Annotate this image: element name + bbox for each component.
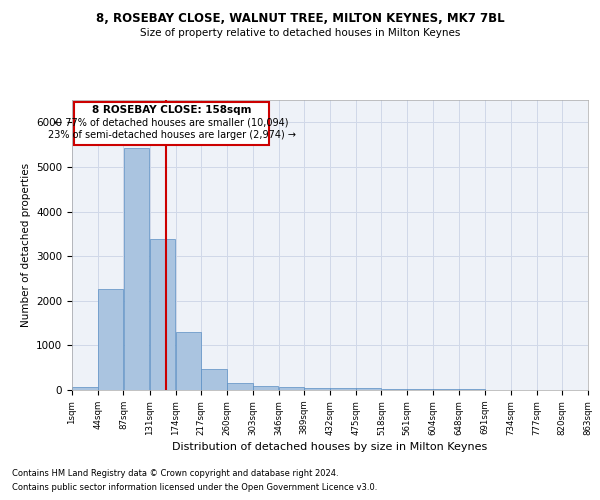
Bar [382, 388, 407, 390]
Bar [150, 239, 175, 390]
Bar [176, 332, 201, 390]
Bar [98, 288, 124, 390]
Bar [278, 386, 304, 390]
Bar [124, 148, 149, 390]
Text: 8, ROSEBAY CLOSE, WALNUT TREE, MILTON KEYNES, MK7 7BL: 8, ROSEBAY CLOSE, WALNUT TREE, MILTON KE… [95, 12, 505, 26]
Text: Contains public sector information licensed under the Open Government Licence v3: Contains public sector information licen… [12, 484, 377, 492]
Bar [304, 388, 330, 390]
Text: 8 ROSEBAY CLOSE: 158sqm: 8 ROSEBAY CLOSE: 158sqm [92, 106, 251, 116]
Text: 23% of semi-detached houses are larger (2,974) →: 23% of semi-detached houses are larger (… [47, 130, 296, 140]
Bar [253, 386, 278, 390]
Y-axis label: Number of detached properties: Number of detached properties [20, 163, 31, 327]
Text: Contains HM Land Registry data © Crown copyright and database right 2024.: Contains HM Land Registry data © Crown c… [12, 468, 338, 477]
Text: ← 77% of detached houses are smaller (10,094): ← 77% of detached houses are smaller (10… [55, 118, 289, 128]
X-axis label: Distribution of detached houses by size in Milton Keynes: Distribution of detached houses by size … [172, 442, 488, 452]
Bar [72, 387, 98, 390]
FancyBboxPatch shape [74, 102, 269, 144]
Bar [330, 388, 356, 390]
Bar [407, 389, 433, 390]
Text: Size of property relative to detached houses in Milton Keynes: Size of property relative to detached ho… [140, 28, 460, 38]
Bar [356, 388, 382, 390]
Bar [227, 382, 253, 390]
Bar [202, 368, 227, 390]
